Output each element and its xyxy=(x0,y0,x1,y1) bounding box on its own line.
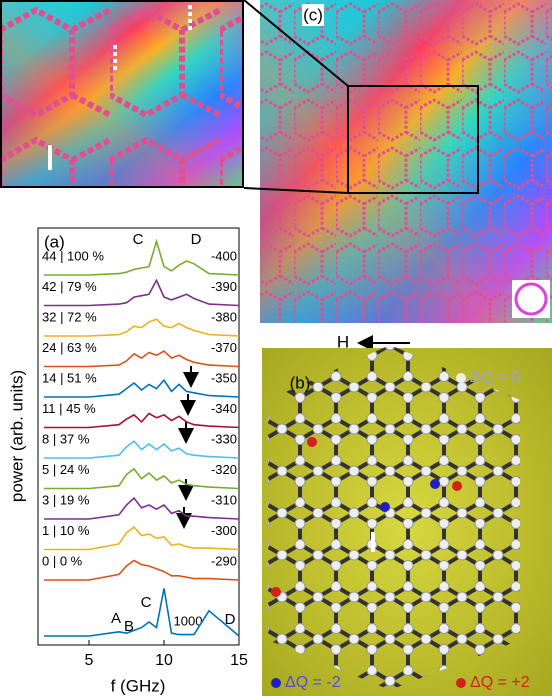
y-axis-label: power (arb. units) xyxy=(7,370,26,502)
series-label: 3 | 19 % xyxy=(42,492,90,507)
annotation: C xyxy=(141,594,152,611)
field-label: -320 xyxy=(211,462,237,477)
legend-dot xyxy=(271,678,281,688)
x-tick-label: 10 xyxy=(155,652,173,669)
series-label: 1 | 10 % xyxy=(42,523,90,538)
field-label: H xyxy=(337,332,349,351)
legend-text: ΔQ = 0 xyxy=(470,369,520,386)
charge xyxy=(271,587,281,597)
annotation: D xyxy=(225,611,236,628)
annotation: 1000 xyxy=(174,613,203,628)
field-label: -400 xyxy=(211,248,237,263)
field-label: -350 xyxy=(211,370,237,385)
panel-b: (b) ΔQ = 0 ΔQ = -2 ΔQ = +2 xyxy=(262,345,552,696)
series-label: 0 | 0 % xyxy=(42,553,83,568)
series-label: 24 | 63 % xyxy=(42,340,97,355)
series-label: 5 | 24 % xyxy=(42,462,90,477)
color-wheel-ring xyxy=(514,282,548,316)
spectrum xyxy=(44,467,240,490)
zoom-line xyxy=(243,187,349,194)
spectrum xyxy=(44,278,240,307)
spectrum xyxy=(44,440,240,459)
field-label: -300 xyxy=(211,523,237,538)
x-tick-label: 15 xyxy=(230,652,248,669)
series-label: 32 | 72 % xyxy=(42,309,97,324)
series-label: 14 | 51 % xyxy=(42,370,97,385)
spectrum xyxy=(44,238,240,276)
legend-dot xyxy=(456,678,466,688)
zoom-line xyxy=(243,0,349,87)
spectrum xyxy=(44,526,240,551)
label-bg xyxy=(302,4,324,26)
x-tick-label: 5 xyxy=(85,652,94,669)
panel-label: (c) xyxy=(303,5,323,24)
panel-a: (a) C D A B C 1000 D f (GHz) power (arb.… xyxy=(7,227,248,695)
spectrum xyxy=(44,412,240,429)
field-label: -380 xyxy=(211,309,237,324)
x-axis-label: f (GHz) xyxy=(111,676,166,695)
series-label: 11 | 45 % xyxy=(42,401,96,416)
panel-c: (c) H xyxy=(243,0,552,351)
panel-label: (a) xyxy=(44,232,65,251)
charge xyxy=(430,479,440,489)
legend-text: ΔQ = +2 xyxy=(470,674,530,691)
charge xyxy=(307,437,317,447)
series-label: 42 | 79 % xyxy=(42,279,97,294)
annotation: B xyxy=(124,618,134,635)
spectrum xyxy=(44,378,240,398)
annotation: D xyxy=(191,231,202,248)
panel-label: (b) xyxy=(290,373,311,392)
field-label: -290 xyxy=(211,553,237,568)
plot-frame xyxy=(37,227,240,646)
annotation: A xyxy=(111,610,121,627)
field-label: -390 xyxy=(211,279,237,294)
zoom-box xyxy=(347,85,479,194)
inset xyxy=(0,0,244,188)
field-label: -340 xyxy=(211,401,237,416)
series-label: 8 | 37 % xyxy=(42,431,90,446)
annotation: C xyxy=(133,231,144,248)
spectrum xyxy=(44,318,240,337)
series-label: 44 | 100 % xyxy=(42,248,104,263)
field-label: -310 xyxy=(211,492,237,507)
spectrum xyxy=(44,588,240,637)
charge xyxy=(452,481,462,491)
spectrum xyxy=(44,496,240,520)
field-label: -330 xyxy=(211,431,237,446)
legend-dot xyxy=(456,373,466,383)
inset-lattice xyxy=(0,0,244,188)
field-label: -370 xyxy=(211,340,237,355)
spectrum xyxy=(44,350,240,368)
spectrum xyxy=(44,559,240,581)
legend-text: ΔQ = -2 xyxy=(285,674,341,691)
color-wheel xyxy=(512,280,550,318)
charge xyxy=(380,502,390,512)
honeycomb xyxy=(268,345,520,690)
inset-frame xyxy=(0,0,244,188)
